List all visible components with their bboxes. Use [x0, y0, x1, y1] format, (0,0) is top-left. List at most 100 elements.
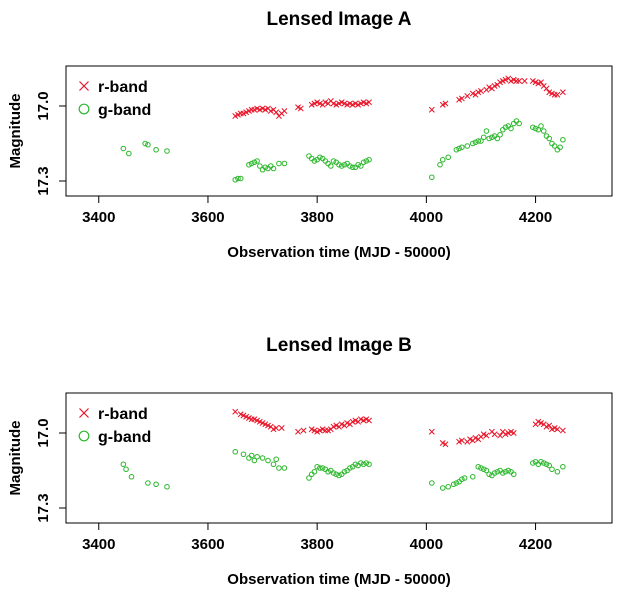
data-point-g-band: [270, 165, 277, 172]
data-point-r-band: [442, 441, 449, 448]
data-point-g-band: [355, 161, 361, 168]
data-point-g-band: [360, 461, 367, 468]
data-point-g-band: [347, 465, 353, 471]
x-tick-label: 4200: [519, 209, 552, 226]
y-tick-label: 17.3: [35, 166, 52, 195]
data-point-g-band: [281, 465, 288, 471]
data-point-g-band: [459, 144, 465, 151]
data-point-r-band: [554, 426, 561, 433]
plot-frame: [65, 65, 613, 197]
data-point-r-band: [295, 428, 302, 435]
data-point-r-band: [281, 108, 288, 114]
data-point-g-band: [472, 139, 479, 146]
data-point-g-band: [248, 452, 255, 459]
data-point-r-band: [273, 109, 280, 116]
data-point-g-band: [251, 159, 258, 166]
data-point-g-band: [164, 483, 170, 490]
data-point-g-band: [145, 141, 151, 148]
data-point-g-band: [429, 174, 435, 181]
data-point-g-band: [437, 161, 443, 168]
data-point-g-band: [311, 468, 318, 475]
data-point-g-band: [232, 176, 239, 183]
legend-label-r-band: r-band: [98, 406, 148, 423]
data-point-r-band: [464, 93, 471, 99]
data-point-g-band: [429, 480, 435, 486]
data-point-g-band: [366, 461, 372, 468]
data-point-r-band: [428, 428, 435, 435]
data-point-g-band: [259, 455, 266, 461]
data-point-g-band: [251, 457, 258, 464]
x-tick-label: 3800: [300, 536, 333, 553]
data-point-g-band: [254, 158, 260, 164]
data-point-g-band: [445, 154, 452, 161]
data-point-g-band: [505, 467, 512, 474]
data-point-g-band: [546, 462, 553, 469]
data-point-g-band: [538, 458, 544, 465]
data-point-r-band: [559, 89, 566, 96]
data-point-g-band: [317, 465, 323, 471]
data-point-g-band: [128, 473, 135, 480]
data-point-g-band: [265, 457, 271, 464]
legend-marker-g-band: [78, 103, 90, 115]
data-point-g-band: [235, 175, 241, 182]
data-point-r-band: [300, 427, 307, 434]
data-point-g-band: [543, 461, 550, 468]
data-point-g-band: [240, 451, 247, 458]
data-point-g-band: [491, 470, 498, 476]
data-point-r-band: [237, 110, 244, 117]
data-point-g-band: [248, 160, 255, 167]
data-point-g-band: [439, 156, 446, 163]
data-point-g-band: [450, 481, 457, 488]
chart-title: Lensed Image B: [266, 335, 412, 356]
data-point-r-band: [559, 427, 566, 434]
data-point-g-band: [325, 468, 331, 475]
data-point-g-band: [237, 175, 244, 182]
data-point-g-band: [494, 468, 501, 475]
y-tick-label: 17.0: [35, 418, 52, 447]
data-point-r-band: [551, 91, 558, 98]
data-point-g-band: [510, 471, 517, 478]
data-point-r-band: [510, 430, 517, 436]
data-point-g-band: [311, 158, 318, 164]
data-point-g-band: [120, 461, 127, 468]
data-point-r-band: [497, 432, 504, 439]
data-point-g-band: [540, 460, 547, 466]
data-point-r-band: [297, 105, 304, 112]
data-point-g-band: [257, 163, 263, 169]
legend-marker-r-band: [79, 81, 89, 91]
data-point-g-band: [306, 475, 312, 481]
data-point-r-band: [491, 431, 498, 438]
data-point-g-band: [360, 159, 367, 166]
data-point-g-band: [363, 460, 370, 466]
data-point-g-band: [445, 483, 452, 490]
data-point-g-band: [469, 473, 476, 480]
data-point-g-band: [317, 154, 323, 161]
y-axis-label: Magnitude: [7, 421, 24, 496]
data-point-r-band: [546, 422, 553, 429]
data-point-g-band: [281, 160, 288, 167]
x-tick-label: 4200: [519, 536, 552, 553]
data-point-g-band: [314, 463, 320, 470]
data-point-g-band: [502, 124, 509, 131]
data-point-g-band: [549, 466, 555, 473]
x-tick-label: 3800: [300, 209, 333, 226]
chart-panel-2: Lensed Image B 3400 3600 3800 4000 4200 17.0 17…: [7, 335, 613, 588]
data-point-g-band: [480, 466, 487, 473]
data-point-g-band: [319, 465, 326, 471]
x-tick-label: 3600: [191, 536, 224, 553]
data-point-g-band: [554, 468, 561, 475]
data-point-g-band: [276, 465, 282, 471]
data-point-g-band: [366, 156, 372, 163]
data-point-g-band: [502, 468, 509, 475]
data-point-g-band: [478, 138, 484, 144]
data-point-g-band: [349, 164, 356, 171]
data-point-g-band: [123, 466, 129, 473]
data-point-g-band: [483, 128, 490, 134]
data-point-g-band: [557, 144, 563, 151]
data-point-g-band: [500, 470, 506, 476]
legend-marker-g-band: [78, 430, 90, 442]
data-point-g-band: [508, 125, 514, 132]
data-point-r-band: [428, 106, 435, 113]
data-point-g-band: [461, 475, 468, 481]
